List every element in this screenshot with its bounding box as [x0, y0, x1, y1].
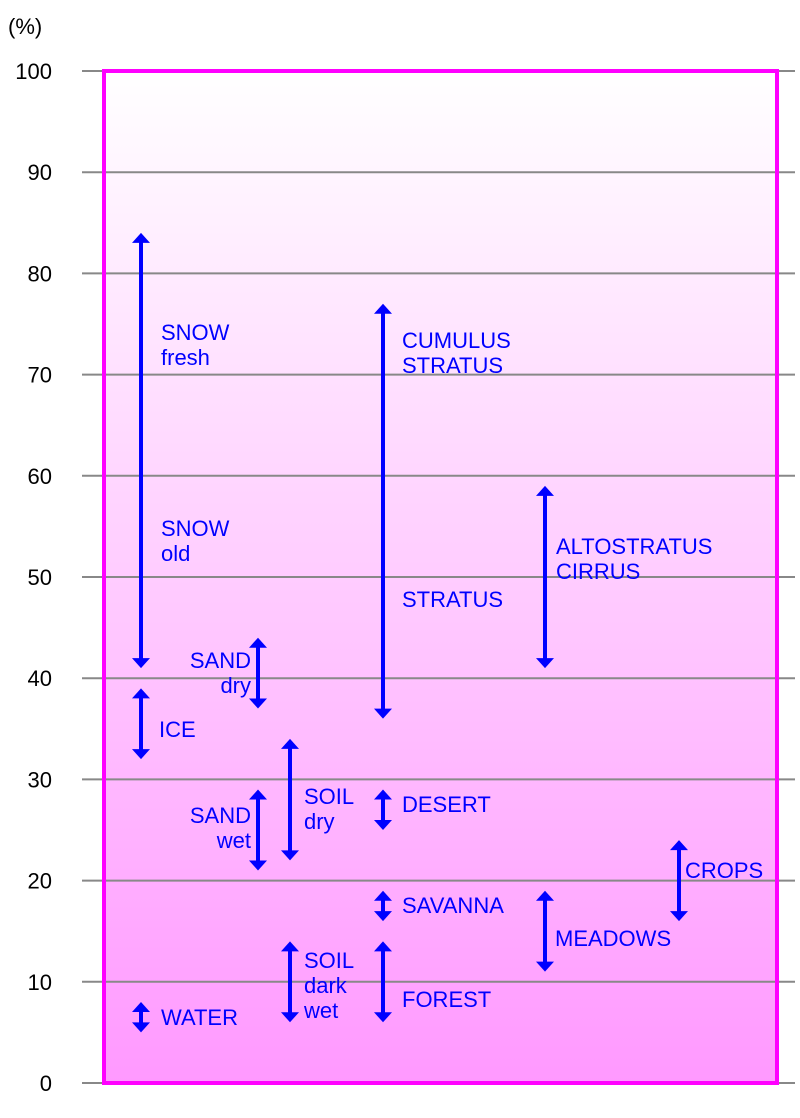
- arrowhead-down: [374, 708, 392, 719]
- range-label: STRATUS: [402, 353, 503, 378]
- range-arrow: ICE: [132, 688, 196, 760]
- range-label: SNOW: [161, 516, 230, 541]
- arrowhead-down: [249, 698, 267, 709]
- range-label: dry: [220, 673, 251, 698]
- arrowhead-up: [132, 688, 150, 699]
- range-label: SNOW: [161, 320, 230, 345]
- arrowhead-up: [536, 485, 554, 496]
- arrowhead-down: [536, 961, 554, 972]
- arrowhead-down: [374, 1012, 392, 1023]
- arrowhead-down: [374, 911, 392, 922]
- arrowhead-up: [249, 637, 267, 648]
- range-label: dry: [304, 809, 335, 834]
- range-label: MEADOWS: [555, 926, 671, 951]
- range-label: CROPS: [685, 858, 763, 883]
- range-label: ALTOSTRATUS: [556, 534, 712, 559]
- range-arrow: FOREST: [374, 941, 491, 1023]
- range-label: STRATUS: [402, 587, 503, 612]
- arrowhead-down: [670, 911, 688, 922]
- arrowhead-down: [281, 1012, 299, 1023]
- y-tick-label: 40: [28, 666, 52, 691]
- range-label: DESERT: [402, 792, 491, 817]
- range-label: wet: [303, 998, 338, 1023]
- range-label: SAVANNA: [402, 893, 504, 918]
- range-label: SOIL: [304, 784, 354, 809]
- arrowhead-up: [374, 303, 392, 314]
- range-label: SAND: [190, 648, 251, 673]
- arrowhead-up: [670, 840, 688, 851]
- y-tick-label: 10: [28, 970, 52, 995]
- arrowhead-down: [132, 749, 150, 760]
- arrowhead-down: [281, 850, 299, 861]
- arrowhead-down: [374, 820, 392, 830]
- range-label: dark: [304, 973, 348, 998]
- y-tick-label: 70: [28, 363, 52, 388]
- range-label: CUMULUS: [402, 328, 511, 353]
- range-label: SAND: [190, 803, 251, 828]
- y-tick-label: 0: [40, 1071, 52, 1096]
- range-label: CIRRUS: [556, 559, 640, 584]
- arrowhead-down: [249, 860, 267, 871]
- y-tick-label: 60: [28, 464, 52, 489]
- arrowhead-up: [281, 738, 299, 749]
- range-label: WATER: [161, 1005, 238, 1030]
- range-label: ICE: [159, 717, 196, 742]
- arrowhead-up: [132, 232, 150, 243]
- range-arrow: DESERT: [374, 789, 491, 830]
- y-tick-label: 100: [15, 59, 52, 84]
- y-tick-label: 50: [28, 565, 52, 590]
- arrowhead-up: [536, 890, 554, 901]
- range-label: FOREST: [402, 987, 491, 1012]
- y-axis-label: (%): [8, 14, 42, 39]
- range-label: SOIL: [304, 948, 354, 973]
- arrowhead-up: [374, 789, 392, 800]
- arrowhead-up: [132, 1002, 150, 1013]
- range-arrow: CROPS: [670, 840, 763, 922]
- arrowhead-down: [132, 658, 150, 669]
- arrowhead-up: [374, 941, 392, 952]
- range-label: fresh: [161, 345, 210, 370]
- y-tick-label: 90: [28, 160, 52, 185]
- plot-frame: [102, 69, 779, 1085]
- y-tick-label: 80: [28, 261, 52, 286]
- arrowhead-up: [249, 789, 267, 800]
- y-tick-label: 20: [28, 869, 52, 894]
- arrowhead-down: [536, 658, 554, 669]
- arrowhead-up: [374, 890, 392, 901]
- y-tick-label: 30: [28, 767, 52, 792]
- range-arrow: SAVANNA: [374, 890, 504, 922]
- range-arrow: WATER: [132, 1002, 238, 1033]
- range-label: old: [161, 541, 190, 566]
- arrowhead-down: [132, 1022, 150, 1033]
- range-arrow: MEADOWS: [536, 890, 671, 972]
- range-label: wet: [216, 828, 251, 853]
- arrowhead-up: [281, 941, 299, 952]
